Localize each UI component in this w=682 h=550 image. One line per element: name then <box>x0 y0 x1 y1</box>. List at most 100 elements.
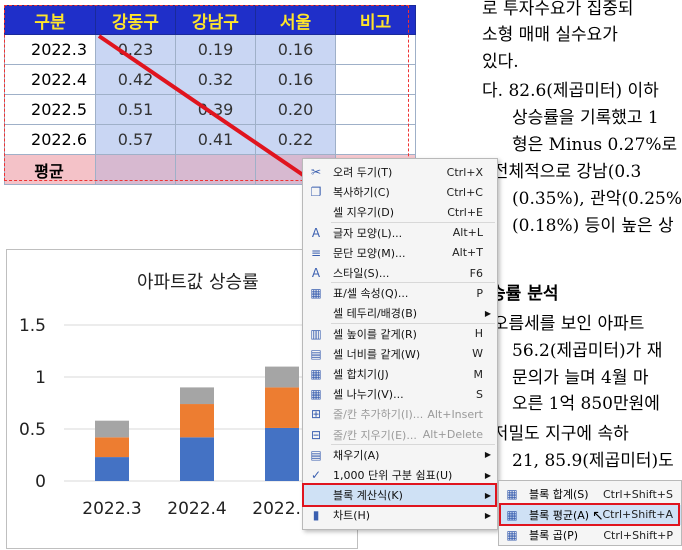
menu-item[interactable]: 셀 테두리/배경(B) ▶ <box>303 303 497 323</box>
bar-segment <box>180 387 214 405</box>
chart-object[interactable]: 아파트값 상승률 0 0.5 1 1.5 2022.3 2022.4 2022.5 <box>6 249 359 549</box>
bar-segment <box>95 457 129 481</box>
table-cell[interactable]: 0.23 <box>95 34 176 65</box>
menu-item-label: 복사하기(C) <box>333 186 390 200</box>
menu-item-label: 줄/칸 추가하기(I)... <box>333 408 424 422</box>
document-line: 문의가 늘며 4월 마 <box>512 368 649 388</box>
menu-item-shortcut: Ctrl+E <box>447 205 483 219</box>
highlight-frame-block-average <box>499 503 680 526</box>
equal-height-icon: ▥ <box>310 326 322 341</box>
mouse-pointer-icon: ↖ <box>592 508 604 524</box>
table-cell[interactable]: 0.22 <box>255 124 336 155</box>
table-cell[interactable]: 0.16 <box>255 64 336 95</box>
block-sum-icon: ▦ <box>506 487 518 501</box>
header-cell[interactable]: 강동구 <box>95 5 176 35</box>
table-cell[interactable]: 0.39 <box>175 94 256 125</box>
menu-item-label: 채우기(A) <box>333 448 380 462</box>
table-cell[interactable] <box>335 124 416 155</box>
menu-item[interactable]: A 스타일(S)... F6 <box>303 263 497 283</box>
table-cell[interactable] <box>335 94 416 125</box>
chart-icon: ▮ <box>312 508 320 523</box>
menu-item[interactable]: 블록 계산식(K) ▶ <box>303 485 497 506</box>
menu-item-shortcut: Ctrl+C <box>446 185 483 199</box>
menu-item[interactable]: ≡ 문단 모양(M)... Alt+T <box>303 243 497 263</box>
document-line: 형은 Minus 0.27%로 <box>512 135 678 155</box>
header-cell[interactable]: 비고 <box>335 5 416 35</box>
table-cell[interactable]: 0.41 <box>175 124 256 155</box>
header-cell[interactable]: 서울 <box>255 5 336 35</box>
table-cell[interactable] <box>335 64 416 95</box>
average-cell[interactable] <box>175 154 256 185</box>
row-label[interactable]: 2022.3 <box>4 34 96 65</box>
menu-item-shortcut: S <box>476 387 483 401</box>
submenu-item-label: 블록 합계(S) <box>529 488 589 501</box>
menu-item-label: 1,000 단위 구분 쉼표(U) <box>333 469 453 482</box>
table-cell[interactable]: 0.19 <box>175 34 256 65</box>
table-cell[interactable]: 0.51 <box>95 94 176 125</box>
comma-icon: ✓ <box>310 468 322 482</box>
menu-item-label: 글자 모양(L)... <box>333 226 403 240</box>
document-body: 로 투자수요가 집중되 소형 매매 실수요가 있다. 다. 82.6(제곱미터) 이하… <box>482 0 682 548</box>
bar-segment <box>265 427 299 481</box>
submenu-item[interactable]: ▦ 블록 합계(S) Ctrl+Shift+S <box>499 484 681 504</box>
menu-separator <box>331 322 495 324</box>
table-cell[interactable]: 0.16 <box>255 34 336 65</box>
row-label[interactable]: 2022.5 <box>4 94 96 125</box>
y-tick-label: 0.5 <box>19 420 46 440</box>
style-icon: A <box>311 266 321 280</box>
table-cell[interactable]: 0.57 <box>95 124 176 155</box>
menu-item[interactable]: ✓ 1,000 단위 구분 쉼표(U) ▶ <box>303 465 497 485</box>
equal-width-icon: ▤ <box>310 346 322 361</box>
table-cell[interactable] <box>335 34 416 65</box>
menu-item[interactable]: ▥ 셀 높이를 같게(R) H <box>303 324 497 344</box>
menu-item-shortcut: Ctrl+X <box>446 165 483 179</box>
menu-item[interactable]: ▦ 표/셀 속성(Q)... P <box>303 283 497 303</box>
row-label[interactable]: 2022.6 <box>4 124 96 155</box>
menu-item[interactable]: ▦ 셀 합치기(J) M <box>303 364 497 384</box>
table-cell[interactable]: 0.42 <box>95 64 176 95</box>
menu-item[interactable]: ▦ 셀 나누기(V)... S <box>303 384 497 404</box>
y-tick-label: 1.5 <box>19 316 46 336</box>
submenu-item[interactable]: ▦ 블록 평균(A) Ctrl+Shift+A <box>499 504 681 525</box>
bar-segment <box>265 366 299 388</box>
average-label[interactable]: 평균 <box>4 154 96 185</box>
menu-item[interactable]: ✂ 오려 두기(T) Ctrl+X <box>303 162 497 182</box>
x-tick-label: 2022.5 <box>252 499 311 519</box>
submenu-item-shortcut: Ctrl+Shift+A <box>602 508 673 521</box>
submenu-item-label: 블록 곱(P) <box>529 529 579 542</box>
menu-item-label: 스타일(S)... <box>333 267 390 280</box>
submenu-arrow-icon: ▶ <box>484 490 491 500</box>
menu-item-label: 셀 지우기(D) <box>333 206 395 220</box>
menu-item[interactable]: ▤ 셀 너비를 같게(W) W <box>303 344 497 364</box>
document-line: 오른 1억 850만원에 <box>512 394 660 414</box>
menu-item-shortcut: P <box>476 286 483 300</box>
chart-plot: 0 0.5 1 1.5 2022.3 2022.4 2022.5 <box>19 316 359 519</box>
menu-item[interactable]: ⊟ 줄/칸 지우기(E)... Alt+Delete <box>303 425 497 445</box>
y-tick-label: 1 <box>35 368 46 388</box>
header-cell[interactable]: 강남구 <box>175 5 256 35</box>
menu-item-label: 문단 모양(M)... <box>333 246 406 260</box>
fill-icon: ▤ <box>310 447 322 462</box>
average-cell[interactable] <box>95 154 176 185</box>
block-formula-submenu: ▦ 블록 합계(S) Ctrl+Shift+S ▦ 블록 평균(A) Ctrl+Shift… <box>498 480 682 546</box>
menu-item[interactable]: ▮ 차트(H) ▶ <box>303 505 497 525</box>
table-cell[interactable]: 0.20 <box>255 94 336 125</box>
submenu-item[interactable]: ▦ 블록 곱(P) Ctrl+Shift+P <box>499 525 681 545</box>
menu-item[interactable]: A 글자 모양(L)... Alt+L <box>303 223 497 243</box>
row-label[interactable]: 2022.4 <box>4 64 96 95</box>
table-row: 2022.4 0.42 0.32 0.16 <box>4 64 416 95</box>
table-cell[interactable]: 0.32 <box>175 64 256 95</box>
header-cell[interactable]: 구분 <box>4 5 96 35</box>
menu-separator <box>331 443 495 445</box>
submenu-item-label: 블록 평균(A) <box>529 508 590 522</box>
menu-item[interactable]: 셀 지우기(D) Ctrl+E <box>303 202 497 222</box>
document-line: 있다. <box>482 52 519 72</box>
document-line: 상승률을 기록했고 1 <box>512 108 659 128</box>
insert-rowcol-icon: ⊞ <box>310 407 322 422</box>
menu-item[interactable]: ▤ 채우기(A) ▶ <box>303 445 497 465</box>
menu-item[interactable]: ❐ 복사하기(C) Ctrl+C <box>303 182 497 202</box>
submenu-arrow-icon: ▶ <box>484 450 491 460</box>
menu-item-shortcut: Alt+Insert <box>427 407 483 421</box>
menu-item[interactable]: ⊞ 줄/칸 추가하기(I)... Alt+Insert <box>303 404 497 424</box>
menu-item-shortcut: Alt+Delete <box>422 428 483 442</box>
